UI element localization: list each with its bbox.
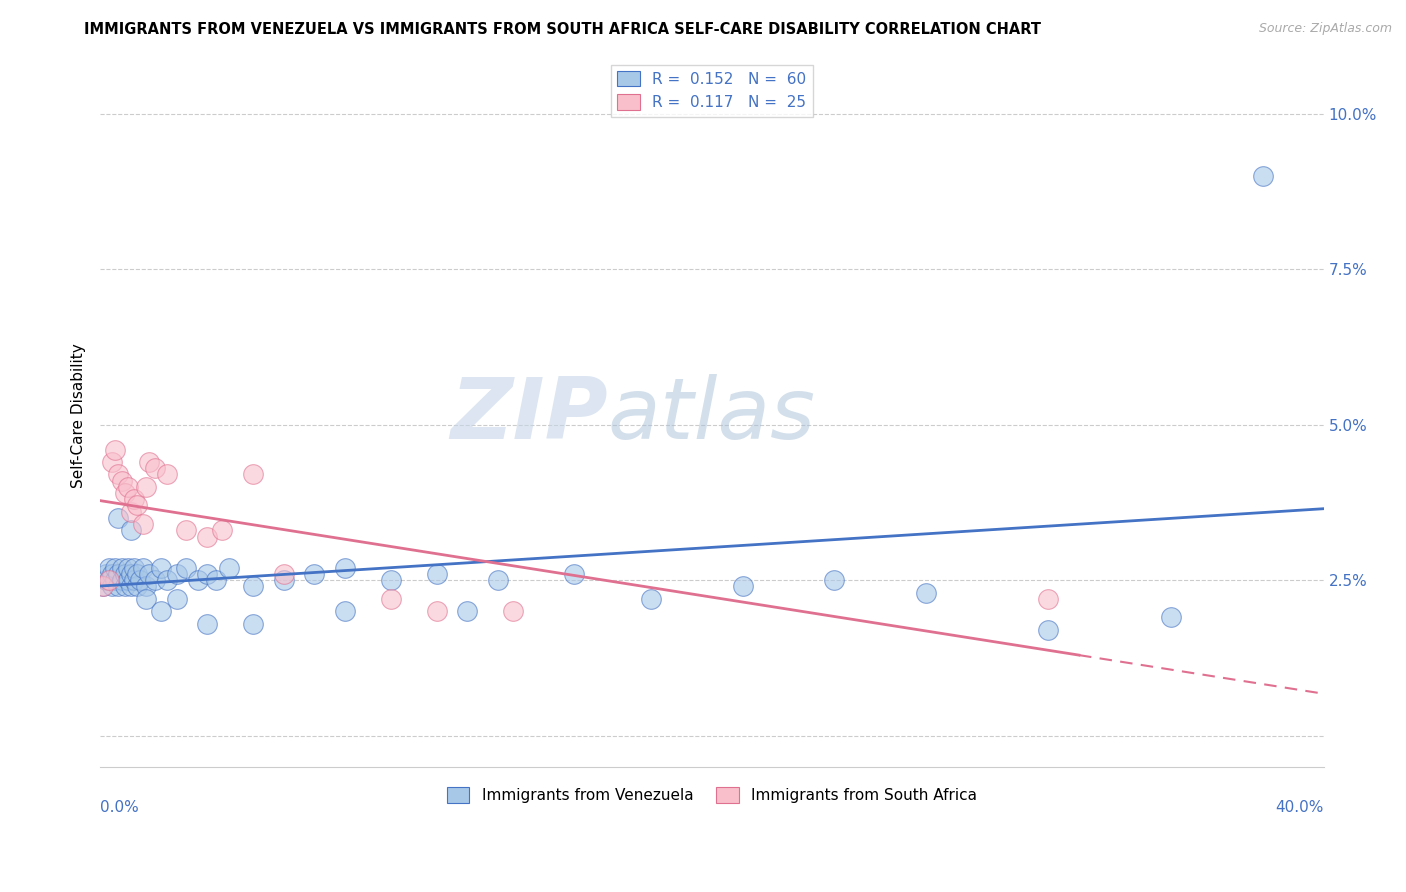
Point xyxy=(333,560,356,574)
Y-axis label: Self-Care Disability: Self-Care Disability xyxy=(72,343,86,488)
Point xyxy=(195,616,218,631)
Point xyxy=(117,573,139,587)
Point xyxy=(114,579,136,593)
Point xyxy=(156,467,179,482)
Text: 0.0%: 0.0% xyxy=(100,800,139,815)
Point xyxy=(138,566,160,581)
Point xyxy=(211,524,233,538)
Point xyxy=(125,579,148,593)
Point xyxy=(91,579,114,593)
Point xyxy=(174,524,197,538)
Point xyxy=(135,591,157,606)
Point xyxy=(156,573,179,587)
Point xyxy=(135,480,157,494)
Point xyxy=(166,591,188,606)
Point xyxy=(195,530,218,544)
Point xyxy=(304,566,326,581)
Point xyxy=(122,573,145,587)
Point xyxy=(150,604,173,618)
Point xyxy=(166,566,188,581)
Point xyxy=(1038,591,1060,606)
Point xyxy=(150,560,173,574)
Point xyxy=(242,467,264,482)
Point xyxy=(107,467,129,482)
Legend: R =  0.152   N =  60, R =  0.117   N =  25: R = 0.152 N = 60, R = 0.117 N = 25 xyxy=(612,65,813,117)
Point xyxy=(114,566,136,581)
Point xyxy=(1251,169,1274,183)
Point xyxy=(104,442,127,457)
Point xyxy=(273,573,295,587)
Point xyxy=(174,560,197,574)
Point xyxy=(117,560,139,574)
Point xyxy=(426,566,449,581)
Point xyxy=(101,579,124,593)
Point xyxy=(486,573,509,587)
Point xyxy=(117,480,139,494)
Point xyxy=(98,573,121,587)
Point xyxy=(120,566,142,581)
Point xyxy=(107,511,129,525)
Point xyxy=(143,461,166,475)
Point xyxy=(132,560,155,574)
Text: atlas: atlas xyxy=(607,374,815,457)
Point xyxy=(138,455,160,469)
Point xyxy=(915,585,938,599)
Point xyxy=(380,573,402,587)
Point xyxy=(96,573,118,587)
Point xyxy=(114,486,136,500)
Point xyxy=(120,579,142,593)
Point xyxy=(98,560,121,574)
Point xyxy=(128,573,150,587)
Point xyxy=(96,566,118,581)
Point xyxy=(333,604,356,618)
Point xyxy=(502,604,524,618)
Point xyxy=(456,604,478,618)
Point xyxy=(120,524,142,538)
Text: 40.0%: 40.0% xyxy=(1275,800,1323,815)
Point xyxy=(135,579,157,593)
Point xyxy=(426,604,449,618)
Point xyxy=(1160,610,1182,624)
Point xyxy=(122,492,145,507)
Point xyxy=(143,573,166,587)
Point xyxy=(110,573,132,587)
Point xyxy=(120,505,142,519)
Point xyxy=(731,579,754,593)
Point xyxy=(91,579,114,593)
Text: IMMIGRANTS FROM VENEZUELA VS IMMIGRANTS FROM SOUTH AFRICA SELF-CARE DISABILITY C: IMMIGRANTS FROM VENEZUELA VS IMMIGRANTS … xyxy=(84,22,1042,37)
Point xyxy=(640,591,662,606)
Point xyxy=(101,455,124,469)
Point xyxy=(1038,623,1060,637)
Point xyxy=(205,573,228,587)
Point xyxy=(242,616,264,631)
Point xyxy=(107,579,129,593)
Text: Source: ZipAtlas.com: Source: ZipAtlas.com xyxy=(1258,22,1392,36)
Point xyxy=(195,566,218,581)
Point xyxy=(132,517,155,532)
Point xyxy=(104,560,127,574)
Point xyxy=(125,499,148,513)
Point xyxy=(218,560,240,574)
Point xyxy=(104,573,127,587)
Point xyxy=(110,560,132,574)
Point xyxy=(101,566,124,581)
Point xyxy=(107,566,129,581)
Point xyxy=(242,579,264,593)
Point xyxy=(823,573,845,587)
Point xyxy=(122,560,145,574)
Point xyxy=(187,573,209,587)
Point xyxy=(562,566,585,581)
Point xyxy=(273,566,295,581)
Point xyxy=(380,591,402,606)
Point xyxy=(110,474,132,488)
Point xyxy=(125,566,148,581)
Text: ZIP: ZIP xyxy=(450,374,607,457)
Point xyxy=(98,573,121,587)
